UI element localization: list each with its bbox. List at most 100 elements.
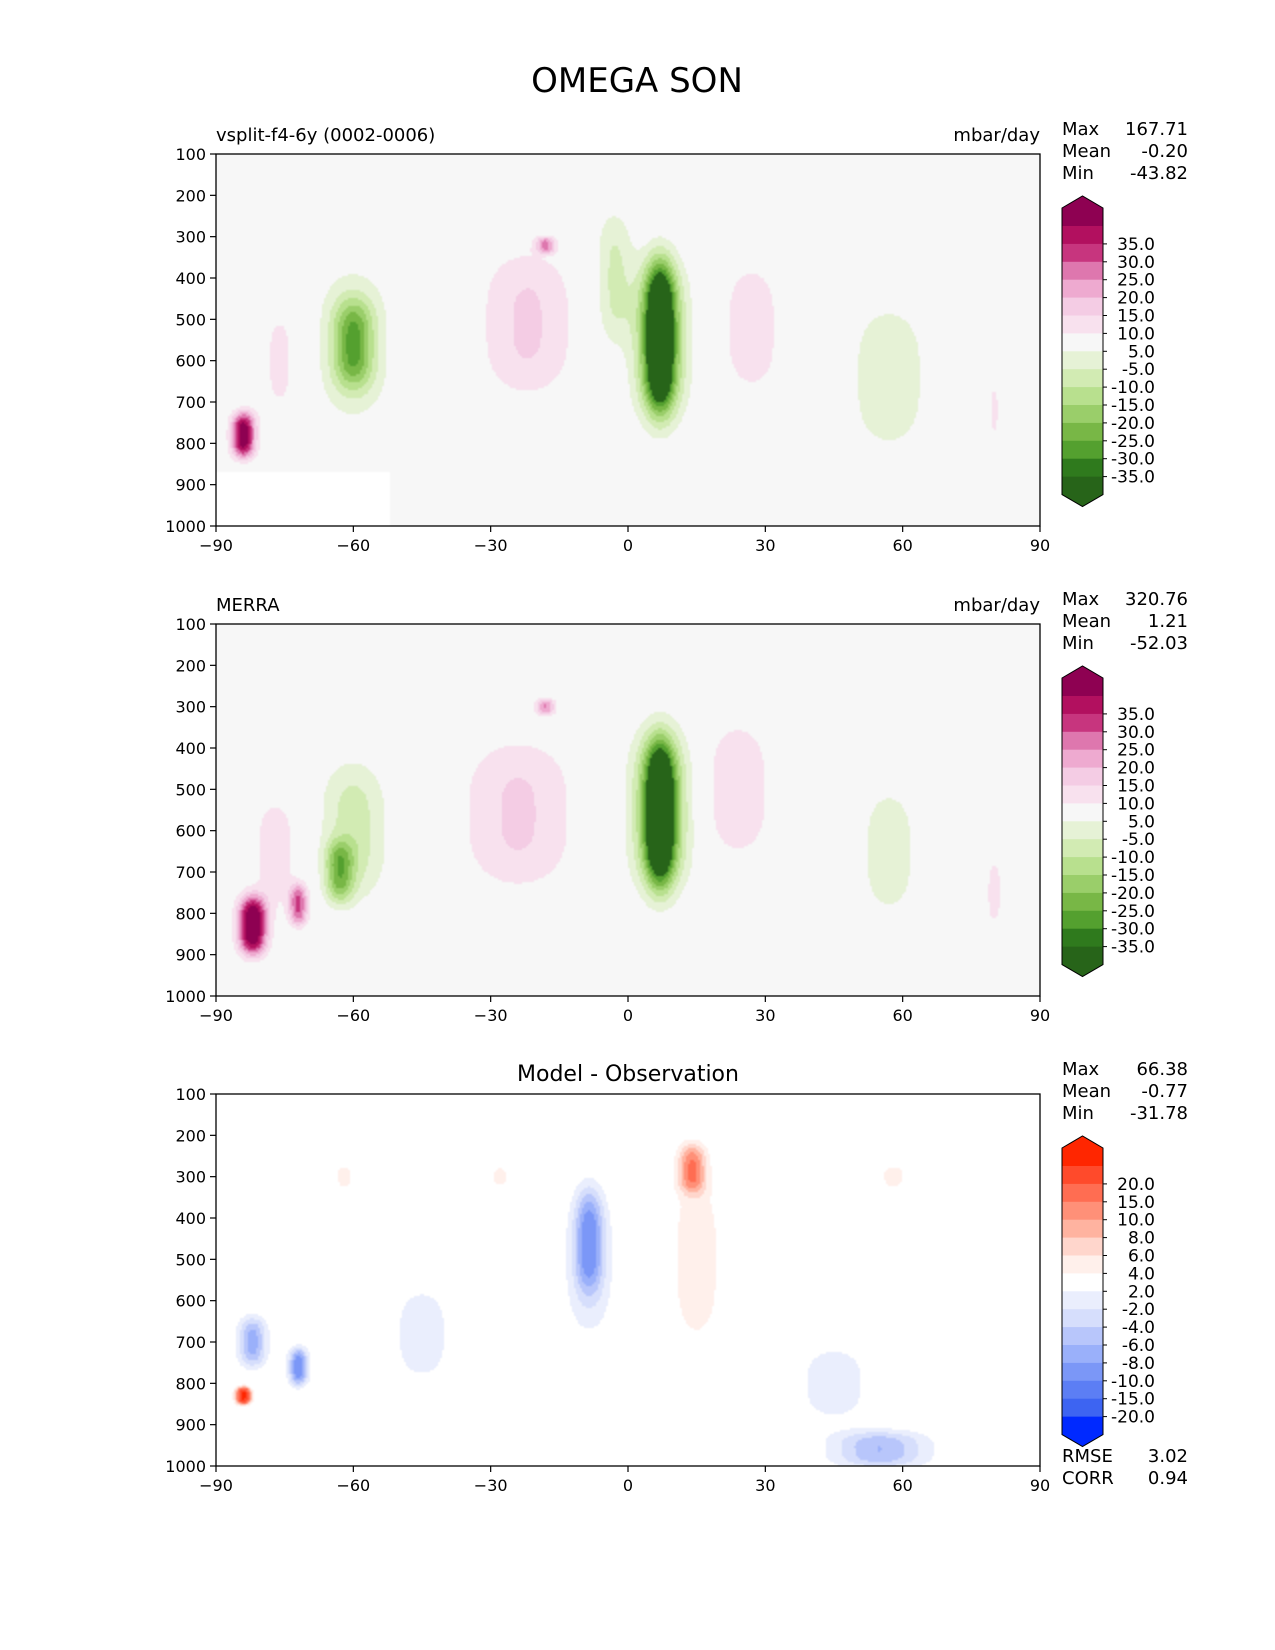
stat-value: -43.82 — [1130, 163, 1188, 184]
panel-center-title: Model - Observation — [517, 1062, 739, 1087]
colorbar-tick-label: -30.0 — [1111, 920, 1155, 940]
y-tick-label: 600 — [175, 1292, 206, 1311]
colorbar-tick-label: 8.0 — [1128, 1229, 1155, 1249]
colorbar-tick-label: 10.0 — [1117, 1211, 1155, 1231]
colorbar-tick-label: 20.0 — [1117, 759, 1155, 779]
colorbar-swatch — [1062, 839, 1103, 858]
contour-field — [216, 1094, 1040, 1466]
colorbar-tick-label: -15.0 — [1111, 396, 1155, 416]
colorbar-swatch — [1062, 369, 1103, 388]
y-tick-label: 200 — [175, 186, 206, 205]
x-tick-label: −90 — [199, 1476, 233, 1495]
colorbar-swatch — [1062, 821, 1103, 840]
colorbar-swatch — [1062, 696, 1103, 715]
colorbar-tick-label: -5.0 — [1122, 830, 1155, 850]
colorbar-tick-label: -20.0 — [1111, 884, 1155, 904]
y-tick-label: 400 — [175, 269, 206, 288]
y-tick-label: 400 — [175, 739, 206, 758]
colorbar-swatch — [1062, 333, 1103, 352]
colorbar-swatch — [1062, 1309, 1103, 1328]
stat-label: Mean — [1062, 141, 1111, 162]
panel-units: mbar/day — [953, 125, 1040, 146]
y-tick-label: 400 — [175, 1209, 206, 1228]
colorbar-tick-label: 30.0 — [1117, 723, 1155, 743]
colorbar-swatch — [1062, 387, 1103, 406]
stat-label: Min — [1062, 1103, 1094, 1124]
colorbar-swatch — [1062, 315, 1103, 334]
colorbar-tick-label: -25.0 — [1111, 902, 1155, 922]
colorbar-tick-label: 4.0 — [1128, 1264, 1155, 1284]
colorbar-tick-label: 15.0 — [1117, 1193, 1155, 1213]
colorbar-swatch — [1062, 1255, 1103, 1274]
colorbar-tick-label: -10.0 — [1111, 848, 1155, 868]
y-tick-label: 800 — [175, 1374, 206, 1393]
colorbar-extend-max — [1062, 666, 1103, 696]
x-tick-label: 90 — [1030, 1006, 1050, 1025]
panel-model: vsplit-f4-6y (0002-0006) mbar/day 100 200… — [165, 119, 1188, 555]
colorbar-tick-label: 35.0 — [1117, 705, 1155, 725]
y-tick-label: 300 — [175, 228, 206, 247]
stat-value: -0.20 — [1141, 141, 1188, 162]
colorbar-swatch — [1062, 731, 1103, 751]
colorbar-tick-label: 20.0 — [1117, 1175, 1155, 1195]
x-tick-label: 30 — [755, 1476, 775, 1495]
colorbar-tick-label: -8.0 — [1122, 1354, 1155, 1374]
y-tick-label: 200 — [175, 656, 206, 675]
stat-label: Max — [1062, 1059, 1100, 1080]
colorbar: 35.030.025.020.015.010.05.0-5.0-10.0-15.… — [1061, 195, 1155, 508]
x-tick-label: −60 — [336, 536, 370, 555]
y-tick-label: 500 — [175, 310, 206, 329]
x-tick-label: 30 — [755, 1006, 775, 1025]
colorbar-swatch — [1062, 767, 1103, 786]
y-tick-label: 600 — [175, 352, 206, 371]
x-tick-label: −90 — [199, 536, 233, 555]
x-tick-label: −60 — [336, 1006, 370, 1025]
colorbar-swatch — [1062, 892, 1103, 912]
colorbar-swatch — [1062, 226, 1103, 245]
colorbar-tick-label: -35.0 — [1111, 468, 1155, 488]
colorbar-swatch — [1062, 1291, 1103, 1310]
colorbar-tick-label: -4.0 — [1122, 1318, 1155, 1338]
x-tick-label: 90 — [1030, 1476, 1050, 1495]
colorbar-swatch — [1062, 928, 1103, 948]
x-tick-label: 30 — [755, 536, 775, 555]
colorbar-swatch — [1062, 261, 1103, 281]
x-tick-label: 90 — [1030, 536, 1050, 555]
y-tick-label: 600 — [175, 822, 206, 841]
y-tick-label: 100 — [175, 615, 206, 634]
x-tick-label: 0 — [623, 1006, 633, 1025]
colorbar-tick-label: 35.0 — [1117, 235, 1155, 255]
stat-value: 1.21 — [1148, 611, 1188, 632]
colorbar-tick-label: 10.0 — [1117, 324, 1155, 344]
stat-value: 320.76 — [1125, 589, 1188, 610]
stat-label: Max — [1062, 119, 1100, 140]
stat-label: Min — [1062, 163, 1094, 184]
colorbar-tick-label: -2.0 — [1122, 1300, 1155, 1320]
colorbar-swatch — [1062, 297, 1103, 316]
y-tick-label: 1000 — [165, 987, 206, 1006]
stat-label: CORR — [1062, 1468, 1114, 1489]
colorbar-tick-label: 6.0 — [1128, 1247, 1155, 1267]
colorbar-swatch — [1062, 422, 1103, 442]
colorbar-tick-label: -20.0 — [1111, 414, 1155, 434]
colorbar-tick-label: -15.0 — [1111, 866, 1155, 886]
colorbar-tick-label: 5.0 — [1128, 342, 1155, 362]
colorbar-swatch — [1062, 1362, 1103, 1382]
panel-obs: MERRA mbar/day 1002003004005006007008009… — [165, 589, 1188, 1025]
colorbar-tick-label: 25.0 — [1117, 271, 1155, 291]
colorbar-swatch — [1062, 243, 1103, 263]
colorbar-outline — [1061, 665, 1104, 978]
colorbar-swatch — [1062, 1201, 1103, 1221]
y-tick-label: 900 — [175, 1416, 206, 1435]
colorbar-outline — [1061, 195, 1104, 508]
colorbar-swatch — [1062, 1398, 1103, 1418]
y-tick-label: 300 — [175, 698, 206, 717]
x-tick-label: −30 — [474, 536, 508, 555]
y-tick-label: 100 — [175, 1085, 206, 1104]
stats-box: Max 320.76 Mean 1.21 Min -52.03 — [1062, 589, 1188, 654]
x-tick-label: 0 — [623, 536, 633, 555]
colorbar-tick-label: 15.0 — [1117, 777, 1155, 797]
colorbar-tick-label: 20.0 — [1117, 289, 1155, 309]
y-tick-label: 700 — [175, 393, 206, 412]
